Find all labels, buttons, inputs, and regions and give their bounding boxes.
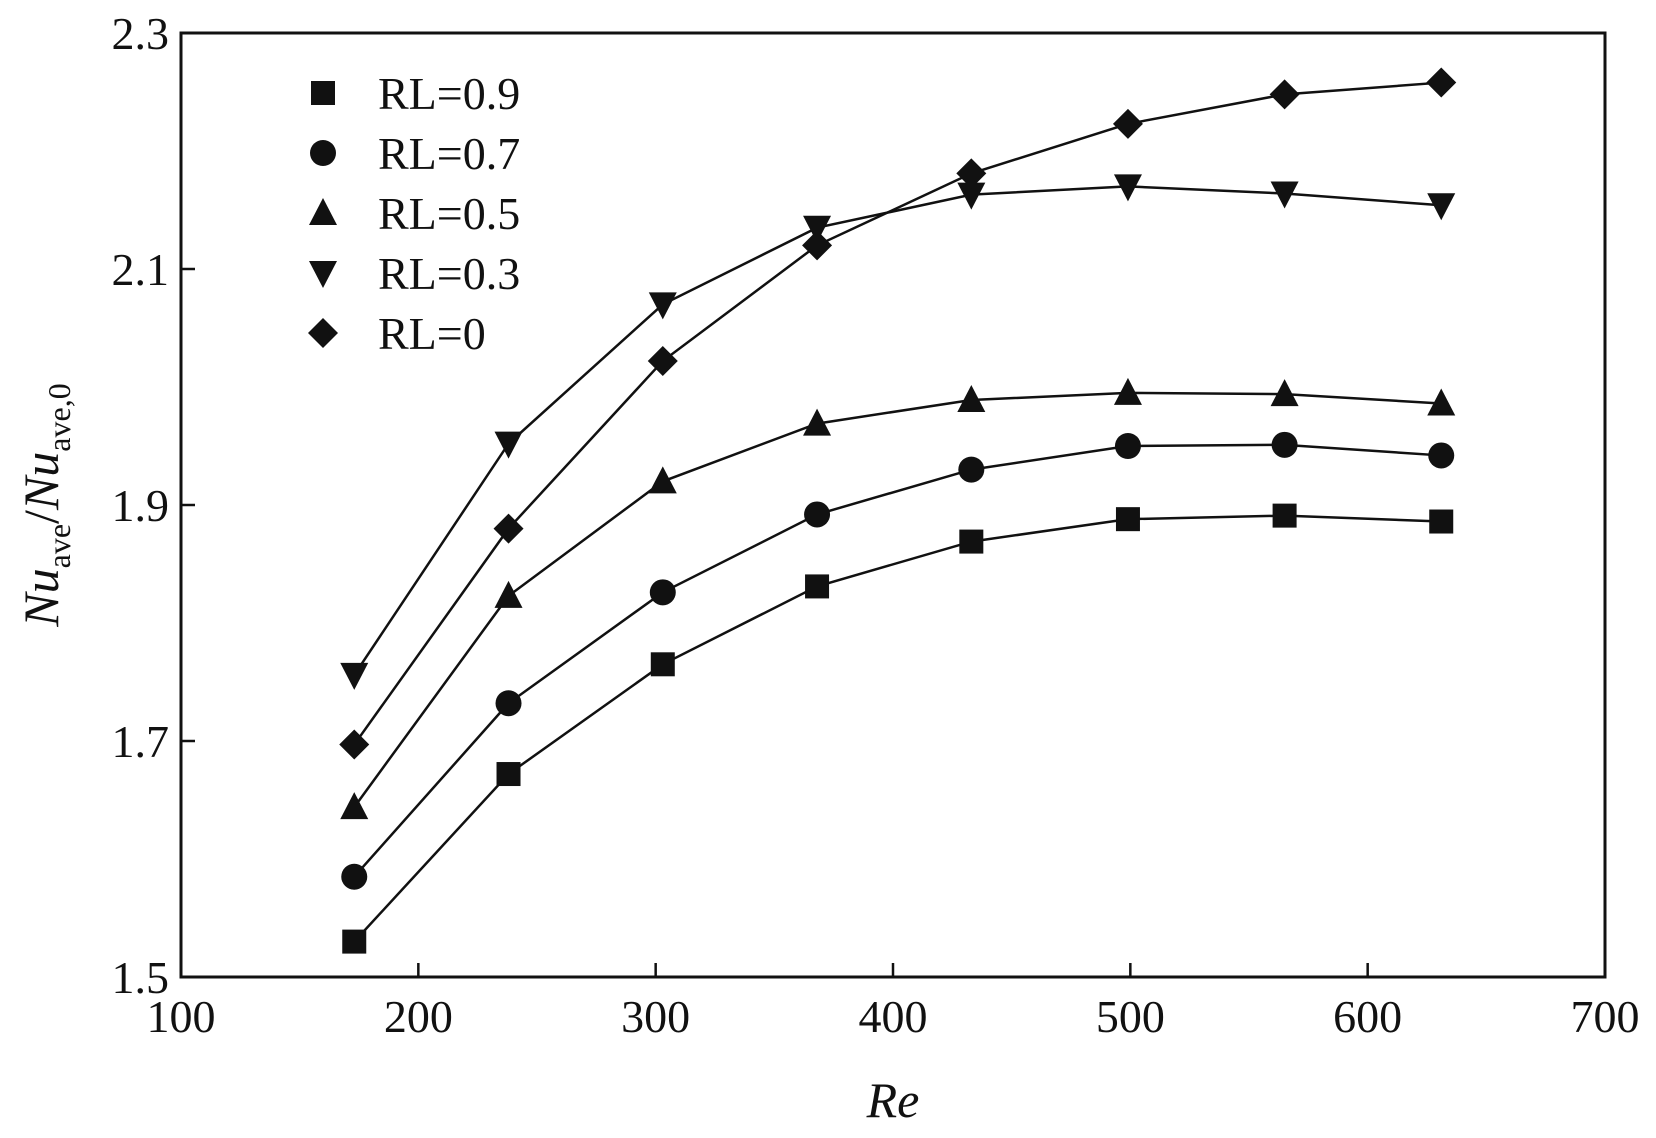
series-triangle-down bbox=[340, 174, 1456, 690]
data-point-triangle-up bbox=[1427, 388, 1456, 416]
data-point-circle bbox=[341, 863, 368, 890]
series-diamond bbox=[339, 67, 1457, 760]
data-point-diamond bbox=[339, 729, 370, 760]
series-triangle-up bbox=[340, 377, 1456, 820]
x-tick-label: 700 bbox=[1571, 991, 1640, 1042]
data-point-triangle-down bbox=[1270, 181, 1299, 209]
legend-item: RL=0.9 bbox=[311, 68, 520, 119]
data-point-triangle-up bbox=[1113, 377, 1142, 405]
data-point-triangle-down bbox=[957, 182, 986, 210]
data-point-square bbox=[959, 529, 984, 554]
data-point-square bbox=[342, 929, 367, 954]
legend-label: RL=0.5 bbox=[378, 188, 520, 239]
data-point-circle bbox=[1271, 431, 1298, 458]
y-title-slash: / bbox=[13, 510, 69, 524]
x-tick-label: 100 bbox=[147, 991, 216, 1042]
data-point-circle bbox=[495, 690, 522, 717]
y-tick-label: 1.9 bbox=[112, 480, 170, 531]
y-title-part1-sub: ave bbox=[41, 524, 77, 568]
data-point-circle bbox=[1428, 442, 1455, 469]
legend: RL=0.9 RL=0.7 RL=0.5 RL=0.3 RL=0 bbox=[308, 68, 520, 359]
data-point-triangle-up bbox=[494, 580, 523, 608]
series-line bbox=[353, 81, 1442, 746]
x-axis-ticks: 100 200 300 400 500 600 700 bbox=[147, 963, 1640, 1042]
x-tick-label: 400 bbox=[859, 991, 928, 1042]
legend-marker-triangle-down bbox=[309, 261, 337, 288]
x-tick-label: 600 bbox=[1333, 991, 1402, 1042]
series-line bbox=[353, 185, 1442, 676]
data-point-square bbox=[805, 574, 830, 599]
legend-marker-square bbox=[311, 81, 335, 105]
data-point-triangle-down bbox=[1427, 193, 1456, 221]
data-point-triangle-up bbox=[648, 466, 677, 494]
x-tick-label: 200 bbox=[384, 991, 453, 1042]
data-point-triangle-down bbox=[340, 662, 369, 690]
legend-item: RL=0 bbox=[308, 308, 486, 359]
legend-label: RL=0.3 bbox=[378, 248, 520, 299]
legend-item: RL=0.3 bbox=[309, 248, 520, 299]
legend-item: RL=0.7 bbox=[310, 128, 520, 179]
data-point-triangle-up bbox=[1270, 379, 1299, 407]
y-axis-title: Nuave/Nuave,0 bbox=[13, 383, 77, 627]
data-point-triangle-down bbox=[494, 431, 523, 459]
series-line bbox=[353, 443, 1442, 878]
data-point-diamond bbox=[956, 158, 987, 189]
y-tick-label: 1.7 bbox=[112, 716, 170, 767]
data-point-square bbox=[496, 762, 521, 787]
series-circle bbox=[341, 431, 1455, 890]
legend-label: RL=0.7 bbox=[378, 128, 520, 179]
series-layer bbox=[339, 67, 1457, 954]
series-line bbox=[353, 391, 1442, 808]
y-tick-label: 2.3 bbox=[112, 8, 170, 59]
x-axis-title: Re bbox=[866, 1072, 920, 1128]
legend-marker-diamond bbox=[308, 318, 338, 348]
legend-label: RL=0 bbox=[378, 308, 486, 359]
data-point-triangle-down bbox=[1113, 174, 1142, 202]
x-tick-label: 500 bbox=[1096, 991, 1165, 1042]
y-title-part2: Nu bbox=[13, 452, 69, 511]
data-point-triangle-up bbox=[340, 792, 369, 820]
data-point-diamond bbox=[1112, 108, 1143, 139]
data-point-circle bbox=[649, 579, 676, 606]
x-tick-label: 300 bbox=[621, 991, 690, 1042]
y-title-part2-sub: ave,0 bbox=[41, 383, 77, 451]
data-point-triangle-up bbox=[957, 384, 986, 412]
legend-marker-circle bbox=[310, 140, 336, 166]
data-point-square bbox=[1272, 503, 1297, 528]
data-point-triangle-down bbox=[648, 292, 677, 320]
y-tick-label: 1.5 bbox=[112, 952, 170, 1003]
data-point-circle bbox=[804, 501, 831, 528]
y-tick-label: 2.1 bbox=[112, 244, 170, 295]
legend-marker-triangle-up bbox=[309, 198, 337, 225]
data-point-circle bbox=[958, 456, 985, 483]
data-point-square bbox=[1115, 507, 1140, 532]
data-point-diamond bbox=[1269, 79, 1300, 110]
data-point-diamond bbox=[802, 230, 833, 261]
data-point-square bbox=[650, 652, 675, 677]
series-square bbox=[342, 503, 1454, 954]
legend-item: RL=0.5 bbox=[309, 188, 520, 239]
data-point-square bbox=[1429, 509, 1454, 534]
legend-label: RL=0.9 bbox=[378, 68, 520, 119]
y-axis-ticks: 1.5 1.7 1.9 2.1 2.3 bbox=[112, 8, 195, 1003]
series-line bbox=[353, 514, 1442, 943]
data-point-diamond bbox=[647, 346, 678, 377]
data-point-diamond bbox=[1426, 67, 1457, 98]
data-point-circle bbox=[1114, 433, 1141, 459]
data-point-triangle-down bbox=[803, 215, 832, 243]
y-title-part1: Nu bbox=[13, 568, 69, 627]
data-point-triangle-up bbox=[803, 408, 832, 436]
data-point-diamond bbox=[493, 513, 524, 544]
